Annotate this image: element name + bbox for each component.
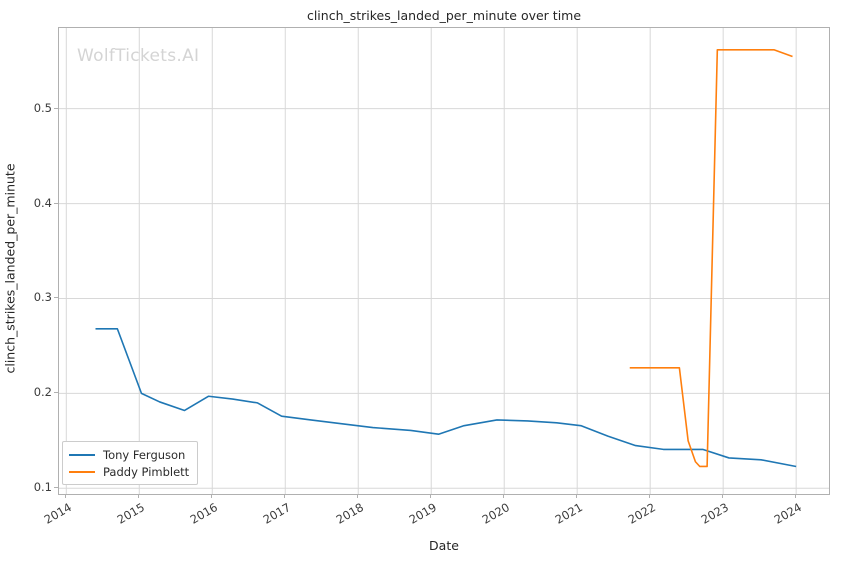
legend-label: Tony Ferguson bbox=[103, 447, 186, 462]
x-tick-mark bbox=[138, 494, 140, 498]
legend-item-tony-ferguson: Tony Ferguson bbox=[69, 446, 189, 463]
x-tick-label: 2020 bbox=[479, 500, 513, 527]
chart-legend[interactable]: Tony Ferguson Paddy Pimblett bbox=[62, 441, 199, 485]
x-tick-mark bbox=[649, 494, 651, 498]
x-tick-mark bbox=[795, 494, 797, 498]
x-tick-label: 2021 bbox=[552, 500, 586, 527]
x-tick-mark bbox=[211, 494, 213, 498]
x-tick-mark bbox=[357, 494, 359, 498]
y-tick-mark bbox=[54, 297, 58, 299]
x-tick-label: 2017 bbox=[260, 500, 294, 527]
x-axis-label: Date bbox=[429, 538, 459, 553]
x-tick-mark bbox=[430, 494, 432, 498]
y-tick-mark bbox=[54, 202, 58, 204]
legend-label: Paddy Pimblett bbox=[103, 464, 190, 479]
legend-swatch-icon bbox=[69, 470, 95, 473]
y-tick-label: 0.3 bbox=[33, 290, 52, 305]
x-tick-mark bbox=[284, 494, 286, 498]
data-lines bbox=[95, 49, 797, 468]
chart-title: clinch_strikes_landed_per_minute over ti… bbox=[306, 8, 582, 23]
series-line bbox=[95, 328, 797, 468]
gridlines bbox=[59, 28, 829, 494]
legend-item-paddy-pimblett: Paddy Pimblett bbox=[69, 463, 189, 480]
x-tick-label: 2024 bbox=[771, 500, 805, 527]
y-tick-label: 0.5 bbox=[33, 100, 52, 115]
y-tick-mark bbox=[54, 487, 58, 489]
x-tick-label: 2022 bbox=[625, 500, 659, 527]
plot-area: WolfTickets.AI bbox=[58, 27, 830, 495]
plot-svg bbox=[59, 28, 829, 494]
x-tick-mark bbox=[65, 494, 67, 498]
x-tick-mark bbox=[722, 494, 724, 498]
x-tick-label: 2015 bbox=[114, 500, 148, 527]
y-tick-label: 0.1 bbox=[33, 480, 52, 495]
x-tick-mark bbox=[503, 494, 505, 498]
y-axis-label: clinch_strikes_landed_per_minute bbox=[2, 163, 18, 374]
legend-swatch-icon bbox=[69, 453, 95, 456]
y-tick-label: 0.2 bbox=[33, 385, 52, 400]
y-tick-label: 0.4 bbox=[33, 195, 52, 210]
x-tick-label: 2018 bbox=[333, 500, 367, 527]
x-tick-label: 2019 bbox=[406, 500, 440, 527]
y-axis-tick-labels: 0.1 0.2 0.3 0.4 0.5 bbox=[0, 0, 52, 561]
x-tick-label: 2023 bbox=[698, 500, 732, 527]
x-tick-mark bbox=[576, 494, 578, 498]
y-tick-mark bbox=[54, 107, 58, 109]
series-line bbox=[629, 49, 793, 468]
y-tick-mark bbox=[54, 392, 58, 394]
x-tick-label: 2016 bbox=[187, 500, 221, 527]
